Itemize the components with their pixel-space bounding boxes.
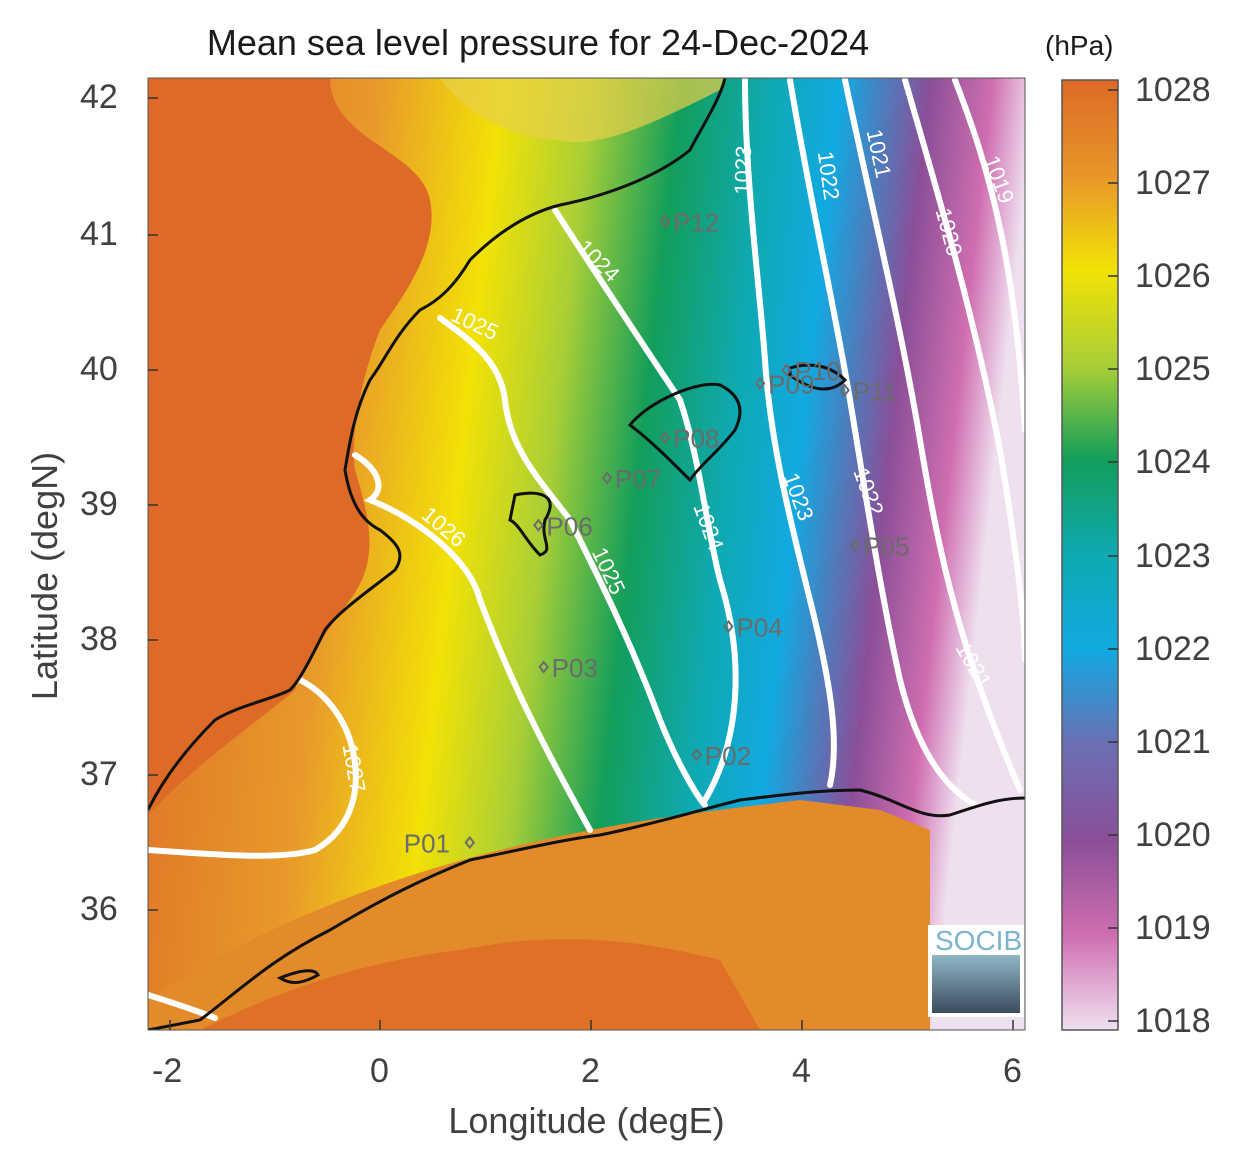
colorbar-label: 1021 [1135, 723, 1211, 761]
x-tick-label: 2 [581, 1052, 600, 1090]
station-label-p12: P12 [673, 208, 719, 238]
station-marker-p06 [533, 518, 544, 532]
station-label-p09: P09 [768, 370, 814, 400]
colorbar-label: 1020 [1135, 816, 1211, 854]
station-marker-p10 [781, 363, 792, 377]
logo-text: SOCIB [935, 925, 1022, 956]
x-tick-label: 0 [370, 1052, 389, 1090]
station-marker-p07 [601, 471, 613, 485]
pressure-field [148, 78, 1025, 1030]
colorbar-ticks [1108, 89, 1118, 1022]
isobar-label-1023: 1023 [729, 145, 756, 195]
y-tick-label: 39 [80, 485, 118, 523]
colorbar-label: 1025 [1135, 350, 1211, 388]
x-tick-label: 6 [1003, 1052, 1022, 1090]
colorbar-label: 1028 [1135, 71, 1211, 109]
colorbar-units: (hPa) [1045, 30, 1114, 61]
colorbar-label: 1022 [1135, 630, 1211, 668]
station-label-p02: P02 [705, 741, 751, 771]
socib-logo: SOCIB [928, 925, 1024, 1017]
y-tick-label: 41 [80, 215, 118, 253]
station-marker-p09 [754, 376, 766, 391]
station-label-p06: P06 [546, 511, 592, 541]
station-marker-p02 [691, 748, 703, 762]
station-label-p08: P08 [673, 424, 719, 454]
colorbar-label: 1023 [1135, 537, 1211, 575]
colorbar-label: 1024 [1135, 443, 1211, 481]
x-tick-label: 4 [792, 1052, 811, 1090]
map-frame [147, 77, 1026, 1031]
station-marker-p05 [849, 538, 861, 553]
station-marker-p04 [723, 619, 734, 634]
station-label-p04: P04 [736, 613, 782, 643]
colorbar [1061, 79, 1119, 1031]
isobars [148, 78, 1025, 1021]
station-label-p07: P07 [615, 464, 661, 494]
colorbar-label: 1027 [1135, 164, 1211, 202]
colorbar-label: 1018 [1135, 1002, 1211, 1040]
x-tick-label: -2 [152, 1052, 183, 1090]
coastline [148, 78, 1025, 1030]
station-marker-p01 [464, 835, 476, 850]
station-marker-p12 [659, 214, 671, 229]
station-marker-p08 [659, 430, 671, 445]
y-tick-label: 37 [80, 755, 118, 793]
y-tick-label: 38 [80, 620, 118, 658]
x-axis-label: Longitude (degE) [448, 1100, 725, 1141]
y-tick-label: 40 [80, 350, 118, 388]
y-axis-label: Latitude (degN) [24, 451, 65, 701]
station-marker-p03 [538, 660, 549, 674]
map-title: Mean sea level pressure for 24-Dec-2024 [206, 22, 870, 63]
y-tick-label: 42 [80, 78, 118, 116]
station-label-p01: P01 [404, 829, 450, 859]
colorbar-label: 1026 [1135, 257, 1211, 295]
station-label-p05: P05 [863, 532, 909, 562]
y-tick-label: 36 [80, 890, 118, 928]
y-ticks [148, 97, 158, 911]
station-label-p10: P10 [795, 356, 841, 386]
station-label-p11: P11 [853, 376, 897, 406]
colorbar-label: 1019 [1135, 909, 1211, 947]
station-marker-p11 [839, 383, 850, 397]
station-label-p03: P03 [552, 653, 598, 683]
x-ticks [169, 1020, 1014, 1030]
